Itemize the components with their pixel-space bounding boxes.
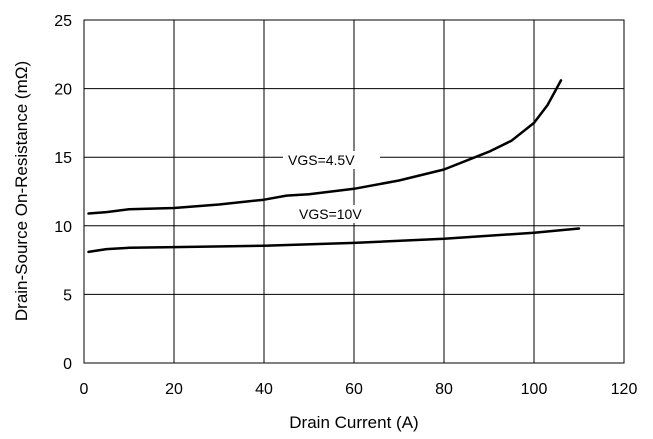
plot-frame <box>83 19 625 364</box>
x-tick-label: 0 <box>80 381 89 398</box>
x-tick-label: 80 <box>435 381 453 398</box>
y-tick-label: 10 <box>54 219 72 236</box>
series-label-vgs10: VGS=10V <box>299 206 362 222</box>
x-axis-label: Drain Current (A) <box>289 413 418 432</box>
y-tick-label: 25 <box>54 13 72 30</box>
y-axis-label: Drain-Source On-Resistance (mΩ) <box>12 61 31 321</box>
y-tick-label: 0 <box>63 356 72 373</box>
x-tick-label: 40 <box>255 381 273 398</box>
x-tick-label: 120 <box>611 381 638 398</box>
series-line-0 <box>87 79 563 215</box>
x-tick-labels: 0 20 40 60 80 100 120 <box>80 381 638 398</box>
y-tick-label: 15 <box>54 150 72 167</box>
series-lines <box>87 79 581 254</box>
x-tick-label: 60 <box>345 381 363 398</box>
series-label-bg-vgs45 <box>283 151 380 169</box>
y-tick-label: 5 <box>63 287 72 304</box>
series-line-1 <box>87 227 581 254</box>
y-tick-label: 20 <box>54 82 72 99</box>
series-label-bg-vgs10 <box>290 205 380 223</box>
series-label-vgs45: VGS=4.5V <box>288 152 355 168</box>
x-tick-label: 100 <box>521 381 548 398</box>
y-tick-labels: 0 5 10 15 20 25 <box>54 13 72 373</box>
x-tick-label: 20 <box>165 381 183 398</box>
